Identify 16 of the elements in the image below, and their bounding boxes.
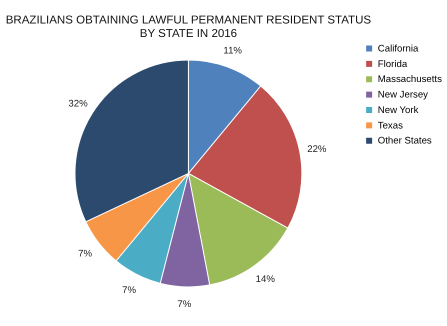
legend-label: Texas bbox=[378, 120, 404, 132]
data-label: 22% bbox=[307, 144, 327, 155]
legend-label: California bbox=[378, 43, 420, 54]
legend-label: Florida bbox=[378, 58, 408, 70]
data-label: 7% bbox=[78, 248, 93, 260]
data-label: 14% bbox=[256, 274, 276, 286]
text: BRAZILIANS OBTAINING LAWFUL PERMANENT RESIDENT STATUS bbox=[6, 14, 372, 26]
data-label: 32% bbox=[68, 98, 88, 110]
legend-label: New Jersey bbox=[378, 90, 428, 101]
data-label: 11% bbox=[223, 45, 242, 56]
data-label: 7% bbox=[122, 284, 136, 296]
text: BY STATE IN 2016 bbox=[140, 28, 238, 40]
legend-label: New York bbox=[378, 104, 419, 116]
legend-label: Massachusetts bbox=[378, 74, 442, 86]
data-label: 7% bbox=[177, 299, 192, 310]
legend-label: Other States bbox=[378, 136, 432, 147]
